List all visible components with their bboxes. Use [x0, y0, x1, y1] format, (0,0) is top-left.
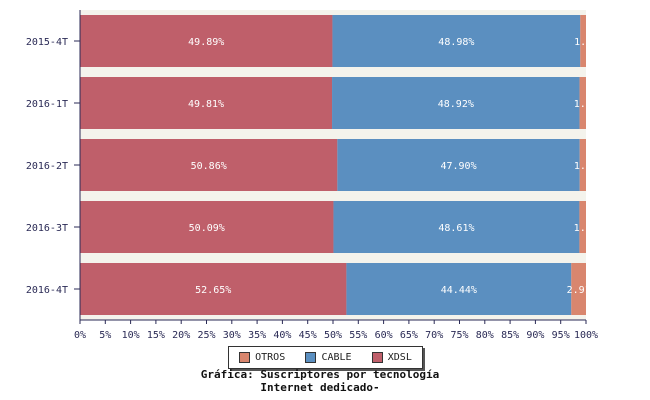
data-label-otros: 1.1 — [574, 37, 592, 48]
bar-segment-cable — [346, 263, 572, 315]
bar-segment-otros — [571, 263, 586, 315]
x-tick-label: 50% — [324, 330, 342, 341]
bar-segment-cable — [332, 15, 581, 67]
x-tick-label: 20% — [172, 330, 190, 341]
bar-segment-xdsl — [80, 77, 333, 129]
data-label-cable: 48.98% — [438, 37, 474, 48]
x-tick-label: 55% — [349, 330, 367, 341]
x-tick-label: 25% — [197, 330, 215, 341]
data-label-cable: 44.44% — [441, 285, 477, 296]
x-tick-label: 90% — [526, 330, 544, 341]
legend-item-otros: OTROS — [239, 352, 285, 363]
data-label-otros: 1.2 — [574, 99, 592, 110]
data-label-cable: 48.92% — [438, 99, 474, 110]
legend-swatch-cable — [305, 352, 317, 363]
bar-segment-otros — [579, 139, 586, 191]
data-label-xdsl: 49.89% — [188, 37, 224, 48]
data-label-xdsl: 52.65% — [195, 285, 231, 296]
bar-segment-xdsl — [80, 15, 333, 67]
bar-segment-xdsl — [80, 201, 334, 253]
x-tick-label: 70% — [425, 330, 443, 341]
data-label-xdsl: 49.81% — [188, 99, 224, 110]
x-tick-label: 0% — [74, 330, 86, 341]
x-tick-label: 5% — [99, 330, 111, 341]
legend-swatch-otros — [239, 352, 251, 363]
bar-segment-cable — [332, 77, 580, 129]
chart: 2015-4T 2016-1T 2016-2T 2016-3T 2016-4T 49.8… — [26, 10, 598, 341]
bar-segment-otros — [579, 77, 586, 129]
legend-item-xdsl: XDSL — [371, 352, 412, 363]
legend-label-otros: OTROS — [255, 352, 286, 363]
bar-segment-xdsl — [80, 263, 347, 315]
legend-swatch-xdsl — [371, 352, 383, 363]
category-label: 2015-4T — [26, 37, 68, 48]
legend-label-cable: CABLE — [321, 352, 352, 363]
category-label: 2016-1T — [26, 99, 68, 110]
x-tick-label: 75% — [450, 330, 468, 341]
data-label-xdsl: 50.09% — [189, 223, 225, 234]
data-label-otros: 1.2 — [574, 161, 592, 172]
data-label-xdsl: 50.86% — [191, 161, 227, 172]
x-tick-label: 35% — [248, 330, 266, 341]
x-tick-label: 45% — [299, 330, 317, 341]
bar-segment-cable — [337, 139, 580, 191]
x-tick-label: 85% — [501, 330, 519, 341]
x-tick-label: 100% — [574, 330, 598, 341]
data-label-cable: 48.61% — [438, 223, 474, 234]
legend-label-xdsl: XDSL — [387, 352, 412, 363]
legend: OTROS CABLE XDSL — [228, 346, 423, 369]
x-tick-label: 10% — [122, 330, 140, 341]
category-label: 2016-2T — [26, 161, 68, 172]
x-tick-label: 15% — [147, 330, 165, 341]
x-tick-label: 30% — [223, 330, 241, 341]
x-tick-label: 65% — [400, 330, 418, 341]
data-label-cable: 47.90% — [440, 161, 476, 172]
bar-segment-otros — [579, 201, 586, 253]
chart-caption-line2: Internet dedicado- — [260, 381, 380, 394]
legend-item-cable: CABLE — [305, 352, 352, 363]
x-tick-label: 40% — [273, 330, 291, 341]
x-tick-label: 80% — [476, 330, 494, 341]
chart-caption-line1: Gráfica: Suscriptores por tecnología — [200, 368, 440, 381]
bar-segment-xdsl — [80, 139, 338, 191]
category-label: 2016-4T — [26, 285, 68, 296]
bar-segment-cable — [333, 201, 580, 253]
category-label: 2016-3T — [26, 223, 68, 234]
data-label-otros: 1.2 — [574, 223, 592, 234]
bar-segment-otros — [580, 15, 586, 67]
x-tick-label: 95% — [552, 330, 570, 341]
x-tick-label: 60% — [375, 330, 393, 341]
data-label-otros: 2.91 — [567, 285, 591, 296]
